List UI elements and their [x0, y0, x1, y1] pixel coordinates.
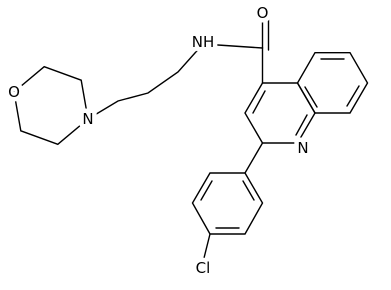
atom-label: NH: [192, 33, 215, 51]
atom-label: O: [8, 83, 20, 101]
atom-label: N: [82, 110, 93, 128]
atom-label: Cl: [196, 259, 211, 277]
cl-bond: [202, 233, 211, 263]
propyl-chain: [87, 43, 204, 120]
double-bond: [252, 90, 266, 114]
morpholine-ring: [13, 65, 89, 146]
atom-label: O: [257, 4, 269, 22]
chlorophenyl-ring: [191, 172, 264, 235]
atom-labels: O NH N N O Cl: [4, 0, 314, 282]
double-bond: [304, 86, 318, 108]
atom-label: N: [297, 139, 308, 157]
amide-bond: [202, 43, 264, 49]
double-bond: [242, 180, 255, 201]
aryl-bond: [244, 142, 264, 174]
double-bond: [295, 114, 308, 136]
double-bond: [200, 180, 213, 201]
bonds: [13, 13, 369, 263]
double-bond: [346, 85, 360, 107]
pyridine-ring: [244, 82, 316, 144]
benzo-ring: [296, 52, 369, 114]
